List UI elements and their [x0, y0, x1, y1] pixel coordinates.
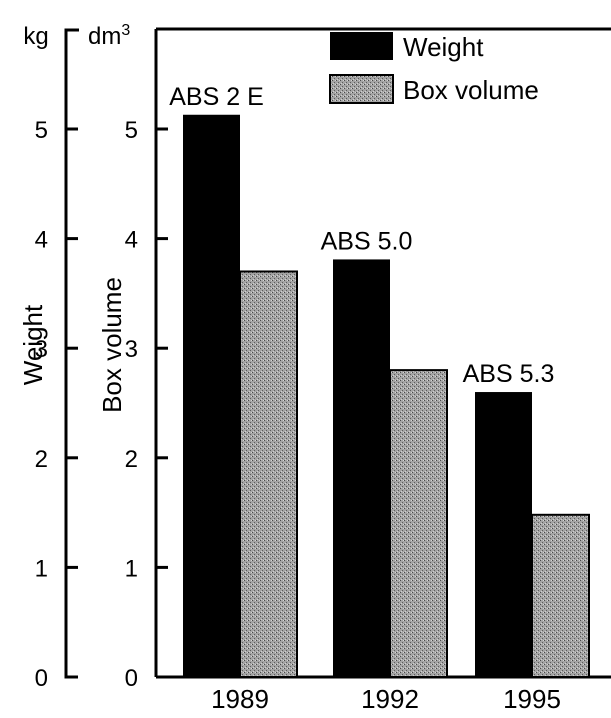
left-axis-title: Weight [18, 304, 48, 385]
right-axis-title: Box volume [97, 277, 127, 413]
bar-weight-1989 [183, 114, 240, 677]
legend-swatch-weight [330, 32, 393, 60]
left-axis-unit: kg [23, 23, 48, 50]
right-tick-label-2: 2 [125, 446, 138, 473]
right-axis-unit: dm3 [88, 22, 130, 50]
right-axis-unit-sup: 3 [121, 22, 130, 39]
right-tick-label-1: 1 [125, 555, 138, 582]
bar-label-1992: ABS 5.0 [321, 227, 413, 255]
left-tick-label-3: 3 [35, 336, 48, 363]
x-tick-label-1989: 1989 [211, 684, 269, 714]
bar-box-volume-1992 [389, 369, 448, 678]
right-axis-unit-base: dm [88, 23, 121, 50]
legend-swatch-box-volume [329, 74, 394, 104]
right-tick-label-4: 4 [125, 227, 138, 254]
bar-weight-1992 [333, 259, 390, 677]
left-tick-label-2: 2 [35, 446, 48, 473]
right-tick-label-5: 5 [125, 117, 138, 144]
bar-label-1989: ABS 2 E [169, 83, 264, 111]
right-tick-label-0: 0 [125, 665, 138, 692]
right-tick-label-3: 3 [125, 336, 138, 363]
left-tick-label-1: 1 [35, 555, 48, 582]
x-tick-label-1992: 1992 [361, 684, 419, 714]
x-tick-label-1995: 1995 [503, 684, 561, 714]
bar-box-volume-1995 [531, 513, 590, 678]
bar-weight-1995 [475, 392, 532, 677]
bar-label-1995: ABS 5.3 [463, 360, 555, 388]
left-tick-label-0: 0 [35, 665, 48, 692]
left-axis-line [64, 28, 79, 679]
legend-label-weight: Weight [403, 32, 484, 62]
left-tick-label-4: 4 [35, 227, 48, 254]
bar-box-volume-1989 [239, 270, 298, 678]
legend: Weight Box volume [329, 32, 539, 105]
legend-label-box-volume: Box volume [403, 75, 539, 105]
left-tick-label-5: 5 [35, 117, 48, 144]
